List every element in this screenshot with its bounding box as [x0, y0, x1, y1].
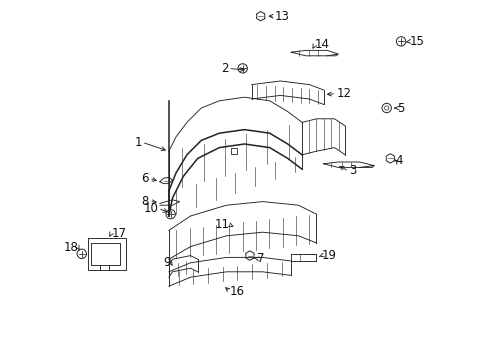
Text: 19: 19 [321, 249, 336, 262]
Text: 10: 10 [143, 202, 158, 215]
Text: 13: 13 [275, 10, 289, 23]
Text: 8: 8 [142, 195, 149, 208]
Text: 11: 11 [215, 219, 230, 231]
Text: 15: 15 [409, 35, 424, 48]
Text: 5: 5 [397, 102, 404, 114]
Text: 12: 12 [336, 87, 350, 100]
Text: 6: 6 [142, 172, 149, 185]
Text: 7: 7 [257, 252, 264, 265]
Text: 4: 4 [395, 154, 403, 167]
Text: 16: 16 [230, 285, 244, 298]
Text: 18: 18 [63, 241, 78, 254]
Text: 17: 17 [111, 227, 126, 240]
Text: 1: 1 [134, 136, 142, 149]
Text: 2: 2 [221, 62, 228, 75]
Text: 3: 3 [348, 165, 356, 177]
Text: 9: 9 [163, 256, 170, 269]
Text: 14: 14 [314, 39, 329, 51]
